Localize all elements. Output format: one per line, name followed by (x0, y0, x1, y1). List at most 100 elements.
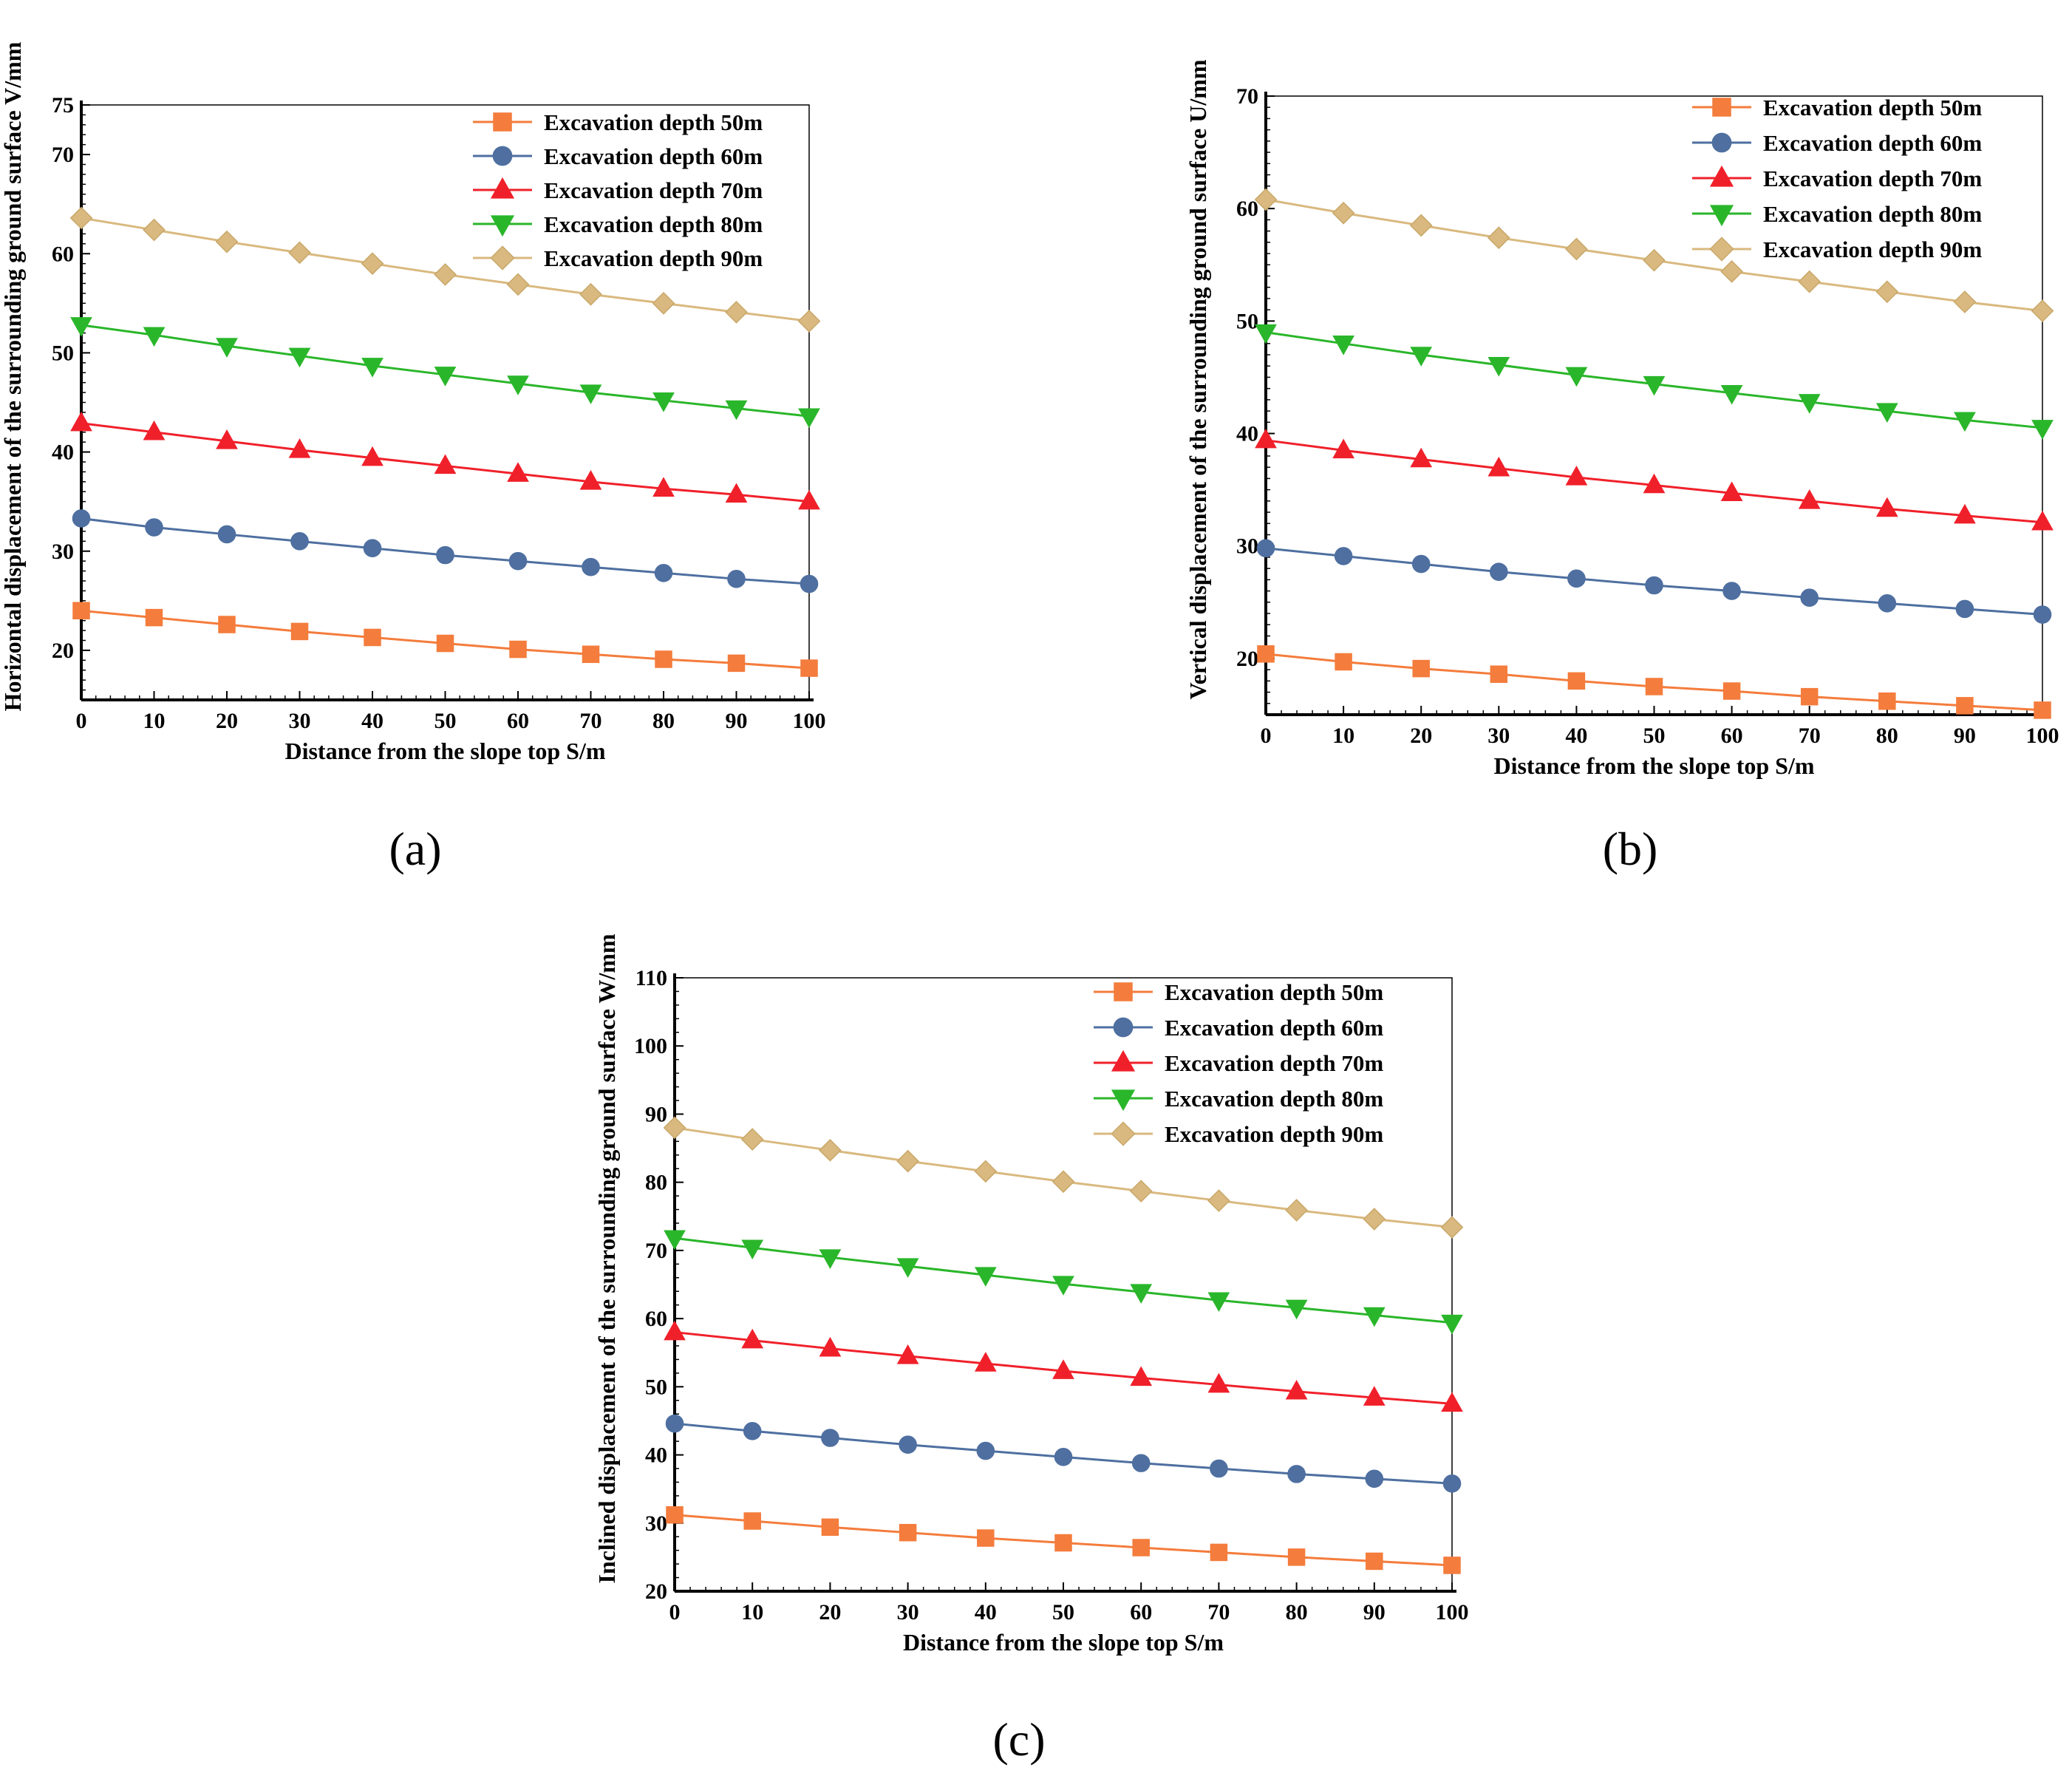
y-tick-label: 30 (1236, 534, 1258, 559)
x-tick-label: 30 (289, 709, 311, 733)
data-point (436, 545, 454, 565)
data-point (2034, 701, 2051, 719)
data-point (434, 263, 457, 286)
legend: Excavation depth 50m Excavation depth 60m… (1692, 95, 1982, 262)
data-point (1411, 554, 1431, 574)
data-point (579, 469, 602, 490)
x-tick-label: 60 (1721, 724, 1743, 748)
data-point (1054, 1534, 1072, 1552)
data-point (364, 628, 381, 647)
data-point (899, 1523, 917, 1542)
data-point (743, 1421, 762, 1440)
x-tick-label: 40 (1565, 724, 1587, 748)
x-tick-label: 80 (1876, 724, 1898, 748)
data-point (798, 489, 820, 510)
y-tick-label: 40 (52, 440, 74, 465)
legend-marker (1111, 1049, 1136, 1072)
data-point (1565, 466, 1588, 486)
data-point (821, 1429, 839, 1447)
data-point (1363, 1208, 1386, 1231)
data-point (1130, 1366, 1153, 1387)
series-5 (663, 1116, 1464, 1239)
legend: Excavation depth 50m Excavation depth 60m… (473, 109, 763, 271)
legend-label: Excavation depth 60m (1165, 1015, 1383, 1041)
data-point (740, 1128, 764, 1151)
data-point (1643, 473, 1666, 494)
data-point (1334, 547, 1353, 565)
data-point (1643, 248, 1666, 272)
x-tick-label: 100 (793, 709, 826, 733)
data-point (1487, 226, 1510, 250)
data-point (663, 1116, 686, 1140)
data-point (506, 273, 530, 296)
data-point (363, 539, 382, 558)
data-point (70, 317, 92, 337)
data-point (288, 347, 311, 368)
data-point (1878, 594, 1897, 613)
data-point (725, 400, 748, 421)
data-point (72, 602, 90, 619)
x-tick-label: 80 (652, 709, 675, 733)
data-point (2031, 420, 2054, 440)
data-point (655, 650, 672, 668)
data-point (1287, 1548, 1306, 1566)
data-point (218, 616, 236, 633)
data-point (361, 446, 384, 466)
data-point (1720, 260, 1743, 283)
x-axis-label: Distance from the slope top S/m (1493, 752, 1814, 779)
data-point (1798, 489, 1821, 509)
x-axis-label: Distance from the slope top S/m (903, 1629, 1224, 1656)
data-point (741, 1239, 764, 1260)
data-point (821, 1518, 839, 1537)
x-tick-label: 50 (1052, 1600, 1074, 1624)
x-tick-label: 90 (726, 709, 748, 733)
series-3 (70, 411, 820, 510)
data-point (1130, 1284, 1153, 1304)
data-point (1207, 1372, 1230, 1393)
data-point (664, 1230, 686, 1251)
y-tick-label: 30 (52, 540, 74, 564)
x-tick-label: 100 (2026, 724, 2059, 748)
x-tick-label: 90 (1954, 724, 1976, 748)
x-tick-label: 0 (669, 1600, 681, 1624)
series-3 (1255, 428, 2054, 531)
legend-marker (490, 215, 515, 237)
data-point (1956, 697, 1974, 715)
legend-label: Excavation depth 80m (544, 211, 763, 237)
data-point (1722, 582, 1741, 600)
data-point (70, 411, 92, 432)
legend-label: Excavation depth 80m (1165, 1086, 1383, 1112)
y-tick-label: 30 (645, 1511, 667, 1536)
x-tick-label: 20 (1410, 724, 1432, 748)
data-point (800, 574, 819, 593)
data-point (1052, 1359, 1074, 1379)
data-point (288, 241, 311, 265)
y-axis-label: Horizontal displacement of the surroundi… (0, 41, 26, 711)
y-tick-label: 60 (645, 1307, 667, 1331)
x-tick-label: 70 (1207, 1600, 1230, 1624)
y-tick-label: 50 (1236, 309, 1258, 333)
x-tick-label: 60 (1130, 1600, 1152, 1624)
data-point (1487, 456, 1510, 477)
legend-marker (1111, 1121, 1136, 1146)
data-point (288, 438, 311, 458)
data-point (1720, 481, 1743, 501)
legend-marker (490, 177, 515, 199)
y-tick-label: 75 (52, 93, 74, 118)
y-tick-label: 70 (645, 1239, 667, 1263)
data-point (72, 509, 91, 528)
data-point (819, 1336, 842, 1357)
chart-panel-3: 0 10 20 30 40 50 60 70 80 90 100 20 30 40 50 60 70 80 90 10… (593, 933, 1469, 1766)
legend-label: Excavation depth 60m (1763, 130, 1982, 156)
data-point (896, 1258, 919, 1278)
data-point (1255, 428, 1277, 449)
data-point (1798, 394, 1821, 414)
legend-label: Excavation depth 70m (1165, 1050, 1383, 1076)
data-point (290, 622, 309, 641)
x-tick-label: 80 (1286, 1600, 1308, 1624)
legend-label: Excavation depth 50m (1165, 979, 1383, 1005)
x-tick-label: 70 (580, 709, 602, 733)
panel-label: (b) (1603, 823, 1658, 875)
series-1 (666, 1505, 1461, 1574)
data-point (1412, 659, 1430, 678)
